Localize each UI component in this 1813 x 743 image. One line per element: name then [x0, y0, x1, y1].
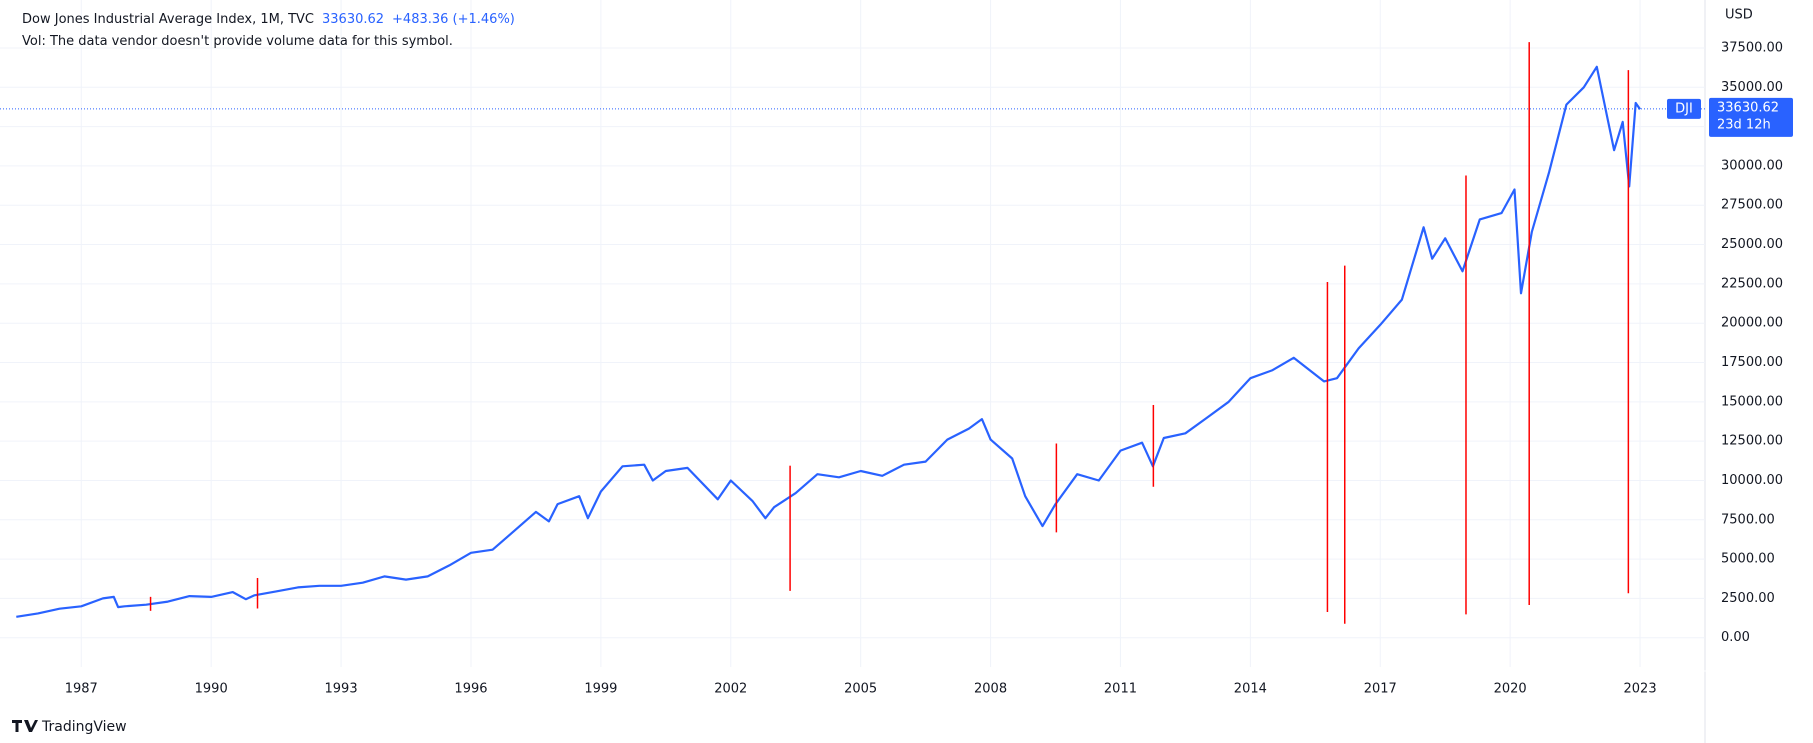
- price-tag-countdown: 23d 12h: [1717, 117, 1771, 132]
- y-tick-label: 15000.00: [1721, 394, 1783, 409]
- y-tick-label: 17500.00: [1721, 355, 1783, 370]
- volume-note: Vol: The data vendor doesn't provide vol…: [22, 34, 453, 49]
- x-tick-label: 1990: [195, 682, 228, 697]
- brand-logo: [12, 720, 38, 732]
- x-tick-label: 1987: [65, 682, 98, 697]
- x-tick-label: 1993: [325, 682, 358, 697]
- last-price: 33630.62: [322, 12, 385, 27]
- symbol-tag: [1667, 98, 1701, 119]
- x-tick-label: 1999: [584, 682, 617, 697]
- y-tick-label: 2500.00: [1721, 591, 1775, 606]
- legend-row: Dow Jones Industrial Average Index, 1M, …: [22, 9, 515, 31]
- x-tick-label: 2017: [1364, 682, 1397, 697]
- currency-label: USD: [1725, 8, 1753, 23]
- price-tag: [1709, 97, 1793, 137]
- y-tick-label: 35000.00: [1721, 80, 1783, 95]
- price-tag-value: 33630.62: [1717, 100, 1779, 115]
- y-tick-label: 10000.00: [1721, 473, 1783, 488]
- y-tick-label: 20000.00: [1721, 316, 1783, 331]
- y-tick-label: 5000.00: [1721, 552, 1775, 567]
- y-tick-label: 27500.00: [1721, 198, 1783, 213]
- x-tick-label: 2002: [714, 682, 747, 697]
- symbol-title: Dow Jones Industrial Average Index, 1M, …: [22, 12, 314, 27]
- y-tick-label: 37500.00: [1721, 40, 1783, 55]
- y-tick-label: 30000.00: [1721, 158, 1783, 173]
- y-tick-label: 7500.00: [1721, 512, 1775, 527]
- price-line: [16, 65, 1642, 618]
- x-tick-label: 2005: [844, 682, 877, 697]
- x-tick-label: 2011: [1104, 682, 1137, 697]
- brand-name: TradingView: [41, 719, 127, 735]
- y-tick-label: 22500.00: [1721, 276, 1783, 291]
- x-tick-label: 2023: [1624, 682, 1657, 697]
- x-tick-label: 2008: [974, 682, 1007, 697]
- x-tick-label: 2014: [1234, 682, 1267, 697]
- symbol-tag-label: DJI: [1675, 101, 1693, 116]
- y-tick-label: 12500.00: [1721, 434, 1783, 449]
- price-change: +483.36 (+1.46%): [392, 12, 515, 27]
- x-tick-label: 1996: [454, 682, 487, 697]
- x-tick-label: 2020: [1494, 682, 1527, 697]
- y-tick-label: 25000.00: [1721, 237, 1783, 252]
- y-tick-label: 0.00: [1721, 630, 1750, 645]
- legend: Dow Jones Industrial Average Index, 1M, …: [22, 9, 515, 53]
